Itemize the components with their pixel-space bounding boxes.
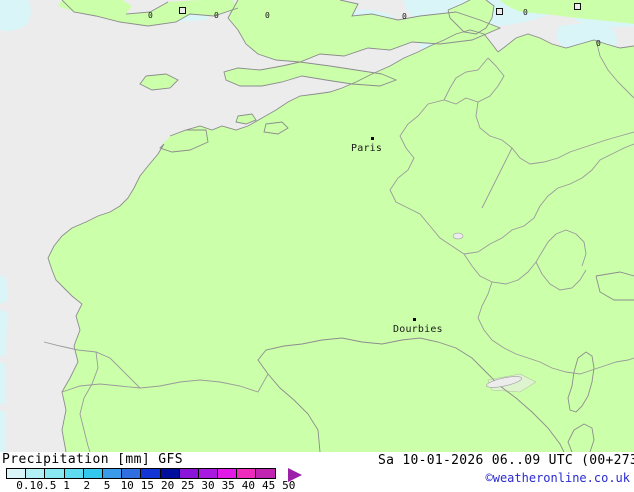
colorbar-swatch — [236, 468, 257, 479]
station-value: 0 — [402, 12, 407, 21]
colorbar-swatch — [255, 468, 276, 479]
colorbar-tick: 50 — [282, 479, 296, 492]
colorbar-swatch — [44, 468, 65, 479]
colorbar-tick: 0.5 — [36, 479, 57, 492]
colorbar-tick: 30 — [201, 479, 215, 492]
station-marker — [574, 3, 581, 10]
colorbar-swatch — [82, 468, 103, 479]
station-value: 0 — [214, 11, 219, 20]
legend-title: Precipitation [mm] GFS — [2, 452, 183, 467]
city-label: Dourbies — [393, 324, 443, 335]
colorbar-swatch — [25, 468, 46, 479]
colorbar-swatch — [63, 468, 84, 479]
station-value: 0 — [596, 39, 601, 48]
station-marker — [179, 7, 186, 14]
colorbar-swatch — [178, 468, 199, 479]
colorbar-swatch — [101, 468, 123, 479]
map-canvas[interactable]: Paris Dourbies 0 0 0 0 0 0 — [0, 0, 634, 452]
colorbar-tick: 35 — [221, 479, 235, 492]
colorbar-swatch — [159, 468, 180, 479]
city-label: Paris — [351, 143, 383, 154]
colorbar-swatch — [217, 468, 238, 479]
lakes-layer — [452, 232, 522, 388]
station-marker — [496, 8, 503, 15]
country-borders-layer — [43, 39, 634, 452]
city-dot — [413, 318, 416, 321]
colorbar-tick: 45 — [261, 479, 276, 492]
colorbar[interactable] — [6, 468, 276, 479]
coastline-layer — [47, 0, 634, 452]
colorbar-swatch — [197, 468, 219, 479]
colorbar-tick: 25 — [181, 479, 195, 492]
map-svg — [0, 0, 634, 452]
station-value: 0 — [523, 8, 528, 17]
colorbar-tick: 0.1 — [16, 479, 37, 492]
colorbar-swatch — [140, 468, 161, 479]
city-dot — [371, 137, 374, 140]
valid-time-label: Sa 10-01-2026 06..09 UTC (00+273 — [377, 453, 634, 468]
colorbar-tick: 1 — [63, 479, 70, 492]
colorbar-tick: 15 — [140, 479, 155, 492]
station-value: 0 — [265, 11, 270, 20]
colorbar-swatch — [121, 468, 142, 479]
colorbar-tick: 40 — [241, 479, 256, 492]
colorbar-tick: 2 — [83, 479, 91, 492]
colorbar-overflow-arrow — [287, 468, 302, 482]
land-layer — [48, 0, 634, 452]
station-value: 0 — [148, 11, 153, 20]
colorbar-tick: 10 — [120, 479, 134, 492]
colorbar-tick: 20 — [160, 479, 175, 492]
colorbar-tick: 5 — [103, 479, 111, 492]
colorbar-swatch — [6, 468, 27, 479]
copyright-label: ©weatheronline.co.uk — [485, 471, 631, 485]
legend: Precipitation [mm] GFS 0.1 0.5 1 2 5 10 15 20 25… — [0, 452, 634, 492]
